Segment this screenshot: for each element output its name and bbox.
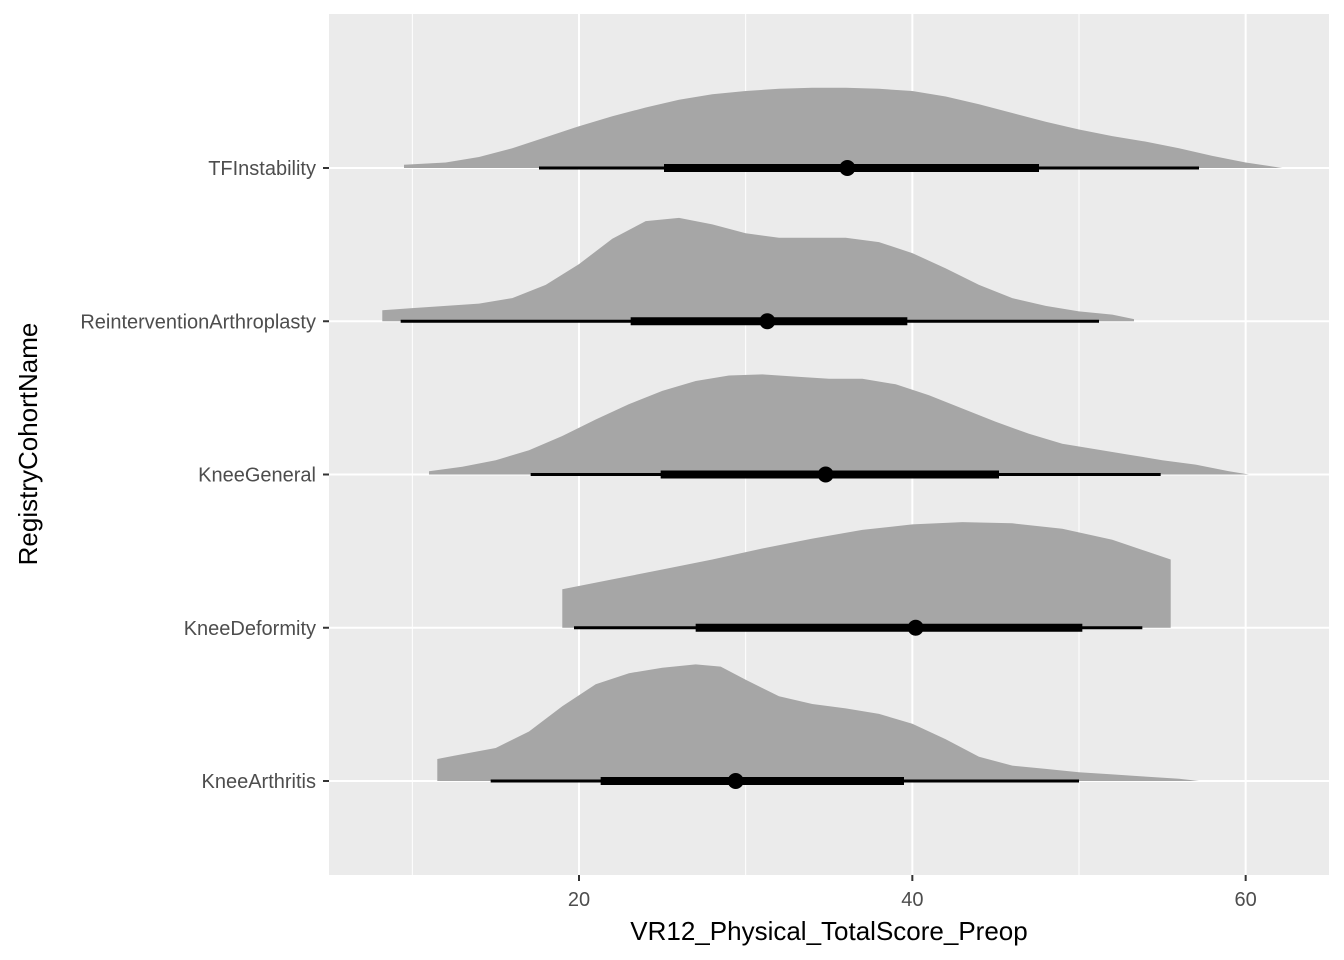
y-tick-label: KneeDeformity xyxy=(184,618,316,640)
point-KneeArthritis xyxy=(727,773,744,789)
x-tick-label: 60 xyxy=(1235,889,1257,911)
density-ReinterventionArthroplasty xyxy=(382,217,1134,322)
y-tick-label: TFInstability xyxy=(208,158,316,180)
point-KneeGeneral xyxy=(817,466,834,483)
point-ReinterventionArthroplasty xyxy=(759,313,776,330)
density-layer xyxy=(382,87,1283,781)
density-KneeArthritis xyxy=(437,664,1199,781)
density-KneeDeformity xyxy=(562,522,1171,628)
axes: 20 40 60 KneeArthritis KneeDeformity KneeGene… xyxy=(80,158,1256,911)
x-tick-label: 20 xyxy=(568,889,590,911)
y-tick-label: KneeGeneral xyxy=(198,465,316,487)
density-KneeGeneral xyxy=(429,374,1249,475)
y-axis-title: RegistryCohortName xyxy=(13,323,43,566)
point-TFInstability xyxy=(839,160,856,176)
x-axis-title: VR12_Physical_TotalScore_Preop xyxy=(630,916,1027,946)
x-tick-label: 40 xyxy=(901,889,923,911)
interval-layer xyxy=(400,160,1199,789)
y-tick-label: KneeArthritis xyxy=(202,771,317,793)
y-tick-label: ReinterventionArthroplasty xyxy=(80,311,316,333)
point-KneeDeformity xyxy=(907,619,924,636)
density-TFInstability xyxy=(404,87,1283,168)
